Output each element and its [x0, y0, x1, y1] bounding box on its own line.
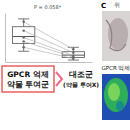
annotation: P = 0.058*	[34, 4, 62, 10]
whisker-high	[23, 19, 24, 27]
tissue-edge	[106, 20, 126, 51]
paired-lines	[24, 22, 74, 59]
point	[72, 48, 74, 50]
panel-label: C	[101, 2, 106, 10]
cap-low	[18, 51, 29, 52]
point	[22, 36, 24, 38]
image-bg	[102, 74, 130, 120]
axis-line	[6, 62, 93, 63]
points-group	[22, 21, 24, 49]
point	[22, 40, 24, 42]
box-body	[12, 27, 34, 44]
axis-line	[5, 14, 6, 63]
group-label: 약물 투여군	[7, 80, 50, 89]
points-group	[72, 48, 74, 60]
point	[22, 46, 24, 48]
box	[12, 19, 34, 51]
point	[22, 29, 24, 31]
point	[72, 51, 74, 53]
image-label: GPCR 억제	[102, 65, 130, 71]
x-axis	[6, 62, 93, 64]
figure: P = 0.058*GPCR 억제약물 투여군대조군(약물 투여X)C취GPCR…	[0, 0, 130, 130]
pair-line	[24, 22, 74, 49]
pair-line	[24, 47, 74, 58]
point	[22, 21, 24, 23]
panel-title: 취	[114, 1, 120, 8]
image-bg	[102, 11, 130, 61]
plot-marks	[12, 19, 84, 60]
region	[104, 78, 128, 112]
whisker-high	[73, 47, 74, 51]
region	[108, 83, 120, 101]
group-label: 대조군	[69, 70, 93, 79]
point	[72, 57, 74, 59]
region	[116, 101, 124, 111]
whisker-low	[23, 43, 24, 51]
group-label: (약물 투여X)	[63, 81, 99, 89]
micrograph	[102, 11, 130, 61]
heat-image	[102, 74, 130, 120]
cap-high	[18, 18, 29, 19]
group-box	[2, 66, 54, 92]
group-label: GPCR 억제	[7, 70, 49, 79]
arrow	[56, 72, 62, 86]
y-axis	[5, 14, 6, 63]
whisker-low	[73, 58, 74, 60]
